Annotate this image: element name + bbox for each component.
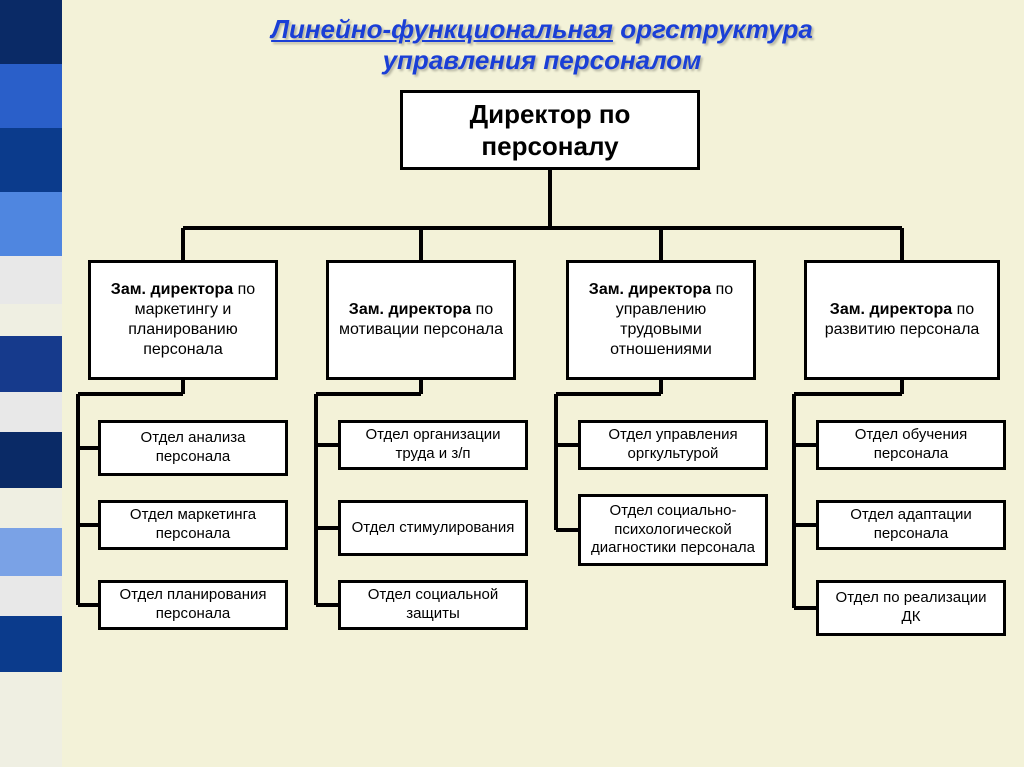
dept-node: Отдел стимулирования bbox=[338, 500, 528, 556]
dept-node: Отдел управления оргкультурой bbox=[578, 420, 768, 470]
sidebar-segment bbox=[0, 392, 62, 432]
dept-node: Отдел анализа персонала bbox=[98, 420, 288, 476]
dept-label: Отдел анализа персонала bbox=[109, 429, 277, 467]
sidebar-segment bbox=[0, 616, 62, 672]
sidebar-segment bbox=[0, 128, 62, 192]
dept-node: Отдел по реализации ДК bbox=[816, 580, 1006, 636]
root-label: Директор по персоналу bbox=[411, 98, 689, 163]
page-title: Линейно-функциональная оргструктура упра… bbox=[70, 14, 1014, 76]
sidebar-segment bbox=[0, 0, 62, 64]
dept-label: Отдел обучения персонала bbox=[827, 426, 995, 464]
title-line1-underlined: Линейно-функциональная bbox=[271, 14, 613, 44]
dept-node: Отдел социальной защиты bbox=[338, 580, 528, 630]
sidebar-segment bbox=[0, 488, 62, 528]
sidebar-segment bbox=[0, 192, 62, 256]
sidebar-segment bbox=[0, 528, 62, 576]
dept-label: Отдел управления оргкультурой bbox=[589, 426, 757, 464]
dept-label: Отдел планирования персонала bbox=[109, 586, 277, 624]
dept-label: Отдел по реализации ДК bbox=[827, 589, 995, 627]
dept-node: Отдел социально-психологической диагност… bbox=[578, 494, 768, 566]
dept-label: Отдел социально-психологической диагност… bbox=[589, 502, 757, 558]
org-chart: Директор по персоналу Зам. директора по м… bbox=[70, 90, 1014, 750]
sidebar-segment bbox=[0, 304, 62, 336]
sidebar-segment bbox=[0, 64, 62, 128]
deputy-node: Зам. директора по развитию персонала bbox=[804, 260, 1000, 380]
title-line2: управления персоналом bbox=[70, 45, 1014, 76]
sidebar-segment bbox=[0, 336, 62, 392]
dept-node: Отдел маркетинга персонала bbox=[98, 500, 288, 550]
sidebar-segment bbox=[0, 432, 62, 488]
deputy-node: Зам. директора по управлению трудовыми о… bbox=[566, 260, 756, 380]
dept-label: Отдел социальной защиты bbox=[349, 586, 517, 624]
title-line1-rest: оргструктура bbox=[613, 14, 813, 44]
dept-label: Отдел организации труда и з/п bbox=[349, 426, 517, 464]
dept-node: Отдел планирования персонала bbox=[98, 580, 288, 630]
dept-node: Отдел адаптации персонала bbox=[816, 500, 1006, 550]
decorative-sidebar bbox=[0, 0, 62, 767]
root-node: Директор по персоналу bbox=[400, 90, 700, 170]
sidebar-segment bbox=[0, 256, 62, 304]
deputy-node: Зам. директора по маркетингу и планирова… bbox=[88, 260, 278, 380]
sidebar-segment bbox=[0, 576, 62, 616]
dept-node: Отдел обучения персонала bbox=[816, 420, 1006, 470]
dept-label: Отдел адаптации персонала bbox=[827, 506, 995, 544]
dept-label: Отдел маркетинга персонала bbox=[109, 506, 277, 544]
sidebar-segment bbox=[0, 672, 62, 767]
deputy-node: Зам. директора по мотивации персонала bbox=[326, 260, 516, 380]
dept-node: Отдел организации труда и з/п bbox=[338, 420, 528, 470]
dept-label: Отдел стимулирования bbox=[352, 519, 515, 538]
